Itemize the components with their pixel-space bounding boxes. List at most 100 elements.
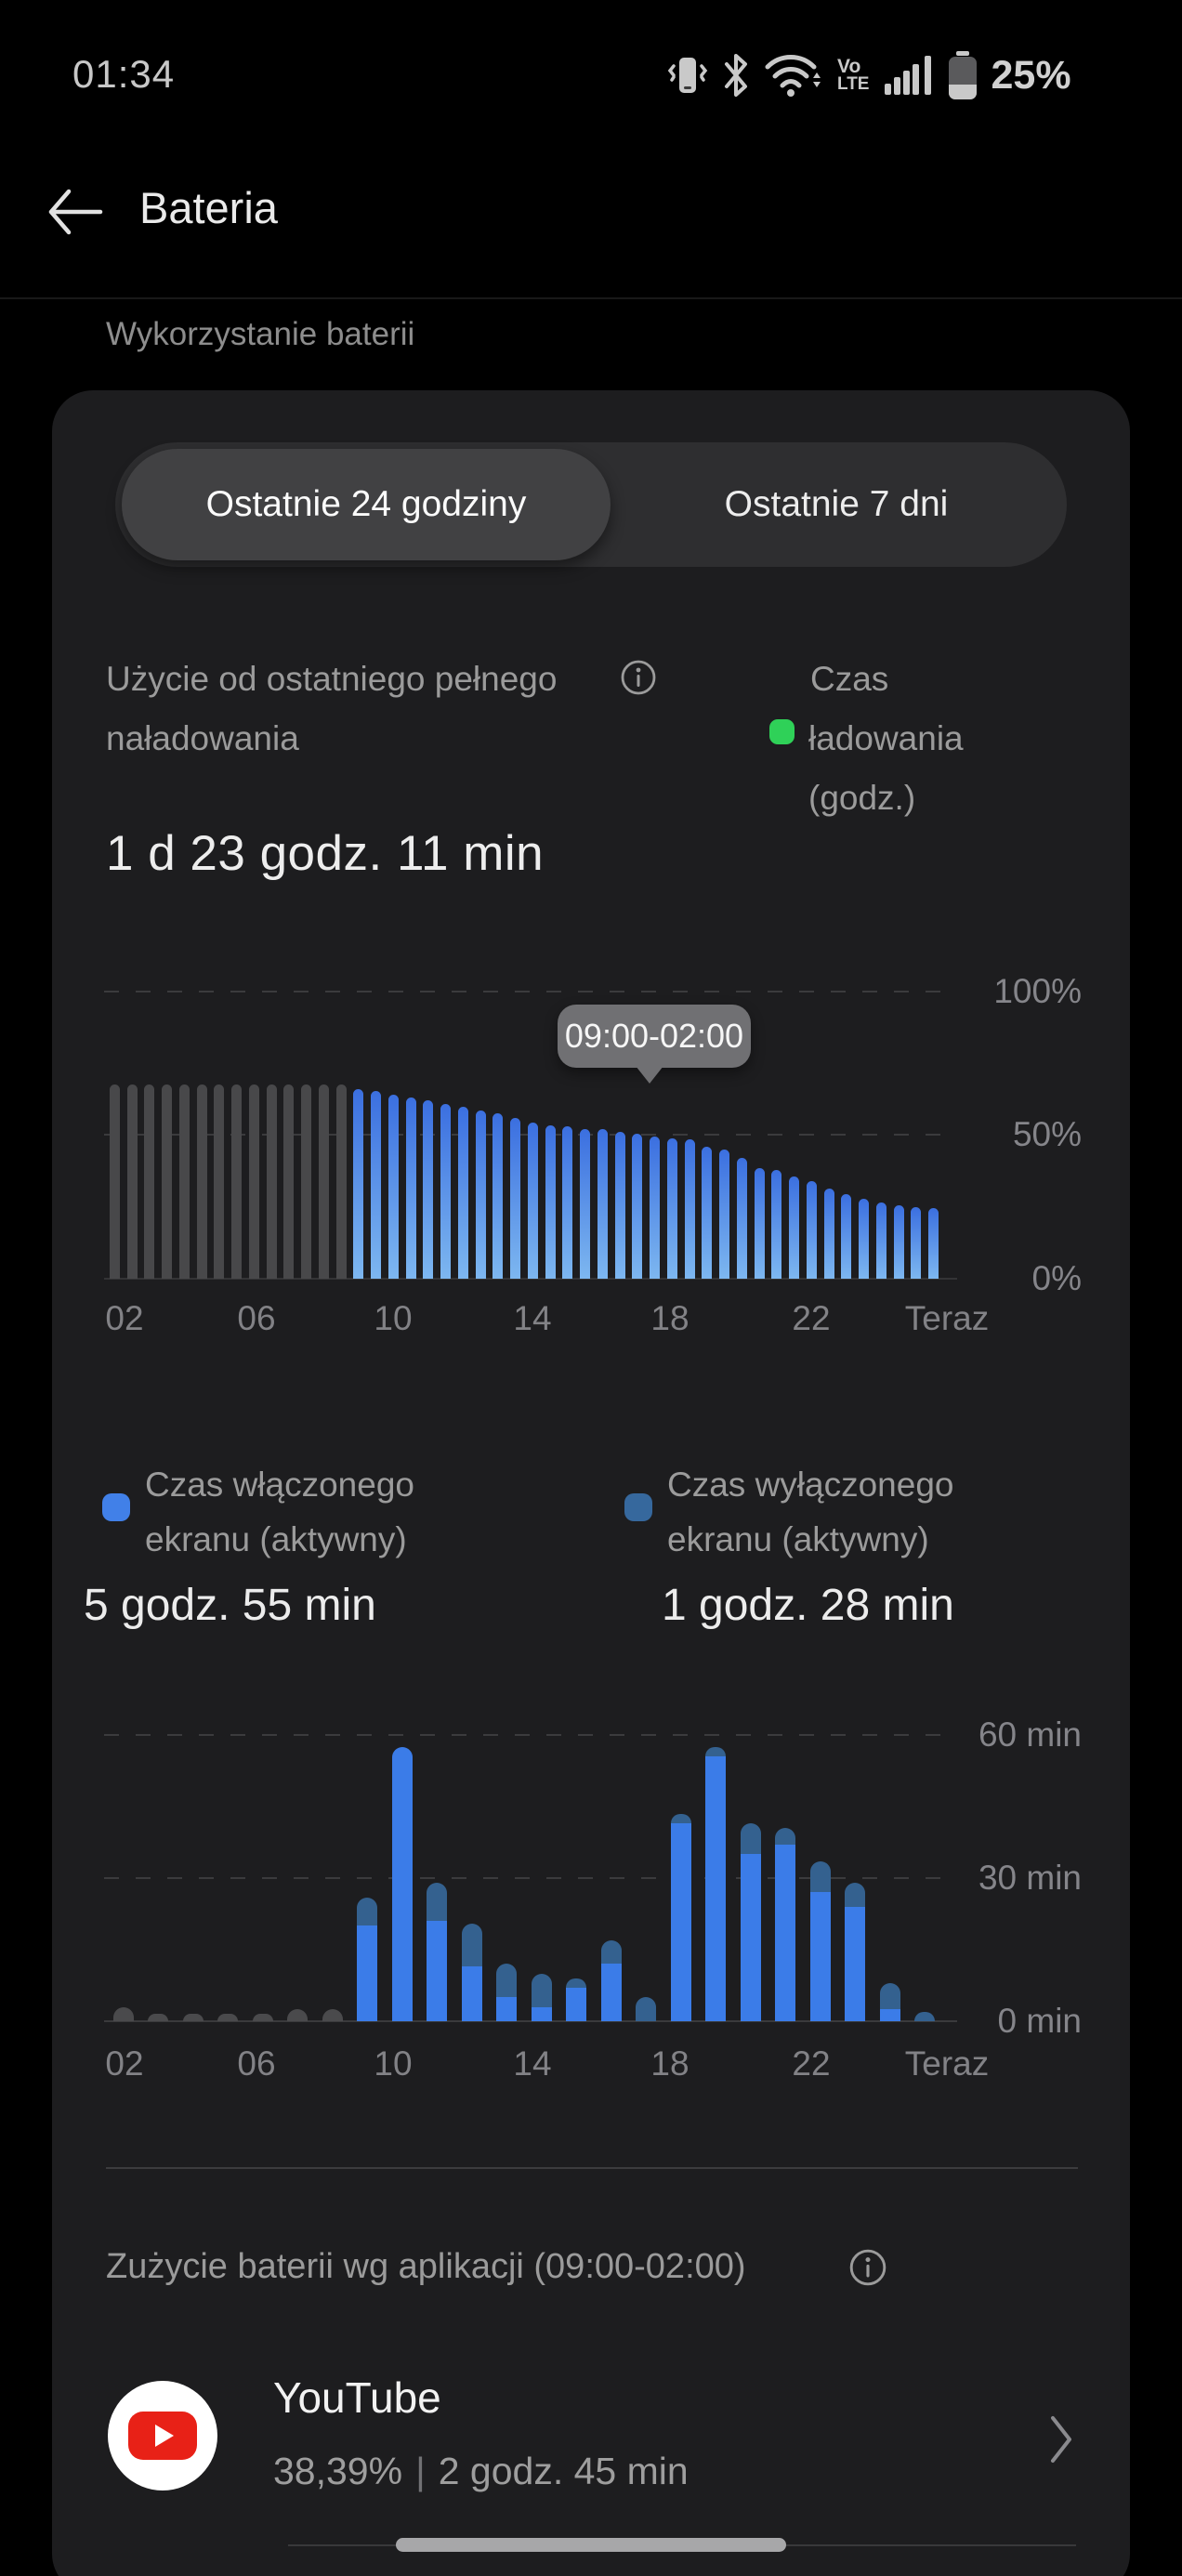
app-name: YouTube	[273, 2373, 441, 2422]
screen-bar	[217, 2014, 239, 2021]
app-time: 2 godz. 45 min	[438, 2450, 689, 2492]
screen-y-tick: 30 min	[978, 1859, 1082, 1897]
screen-off-segment	[705, 1746, 727, 1757]
screen-bar	[740, 1822, 761, 2021]
screen-on-dot	[102, 1493, 130, 1521]
screen-bar	[845, 1883, 866, 2021]
battery-bar-before	[162, 1084, 173, 1279]
battery-bar-before	[318, 1084, 329, 1279]
battery-bar	[666, 1137, 677, 1279]
screen-on-segment	[879, 2009, 900, 2021]
battery-x-tick: 06	[237, 1299, 276, 1337]
battery-x-tick: Teraz	[904, 1299, 990, 1337]
battery-bar-before	[266, 1084, 277, 1279]
battery-bar	[440, 1103, 452, 1279]
screen-x-tick: 02	[105, 2044, 144, 2083]
battery-bar-before	[283, 1084, 295, 1279]
back-button[interactable]	[46, 188, 104, 236]
charge-legend-dot	[769, 719, 795, 744]
battery-bar-before	[196, 1084, 207, 1279]
screen-off-segment	[531, 1973, 552, 2007]
screen-x-tick: 14	[513, 2044, 552, 2083]
screen-bar-idle	[217, 2014, 239, 2021]
apps-section-title: Zużycie baterii wg aplikacji (09:00-02:0…	[106, 2247, 746, 2286]
screen-off-value: 1 godz. 28 min	[662, 1581, 954, 1630]
screen-off-label: Czas wyłączonego ekranu (aktywny)	[667, 1457, 953, 1567]
screen-bar	[775, 1828, 796, 2021]
status-time: 01:34	[72, 52, 176, 96]
battery-bar	[510, 1118, 521, 1279]
screen-bar-idle	[252, 2014, 273, 2021]
screen-off-segment	[636, 1997, 657, 2021]
app-percent: 38,39%	[273, 2450, 403, 2492]
screen-off-segment	[496, 1964, 518, 1998]
screen-bar-idle	[182, 2014, 204, 2021]
battery-bar-before	[335, 1084, 347, 1279]
screen-off-segment	[357, 1897, 378, 1926]
battery-bar-before	[301, 1084, 312, 1279]
volte-badge: Vo LTE	[837, 56, 870, 94]
battery-bar-before	[144, 1084, 155, 1279]
tab-last-24-hours[interactable]: Ostatnie 24 godziny	[122, 449, 611, 560]
screen-on-value: 5 godz. 55 min	[84, 1581, 376, 1630]
signal-icon	[883, 52, 935, 99]
tab-last-7-days[interactable]: Ostatnie 7 dni	[612, 449, 1060, 560]
battery-y-tick: 100%	[993, 972, 1082, 1010]
battery-bar	[475, 1111, 486, 1279]
usage-duration: 1 d 23 godz. 11 min	[106, 826, 545, 881]
screen-gridline-60	[104, 1734, 957, 1736]
screen-y-tick: 0 min	[997, 2002, 1082, 2040]
screen-bar	[600, 1939, 622, 2021]
battery-bar	[719, 1150, 730, 1279]
battery-bar	[371, 1090, 382, 1279]
screen-on-segment	[809, 1892, 831, 2021]
screen-gridline-30	[104, 1877, 957, 1879]
screen-bar	[566, 1978, 587, 2021]
screen-on-segment	[391, 1746, 413, 2021]
screen-bar	[182, 2014, 204, 2021]
apps-info-icon[interactable]	[847, 2247, 888, 2288]
screen-bar	[809, 1861, 831, 2021]
battery-bar	[353, 1089, 364, 1279]
battery-bar	[457, 1106, 468, 1279]
screen-off-segment	[600, 1939, 622, 1965]
battery-icon	[949, 51, 978, 99]
screen-on-segment	[461, 1966, 482, 2021]
usage-info-icon[interactable]	[619, 658, 658, 697]
youtube-icon	[108, 2381, 217, 2491]
battery-chart[interactable]	[106, 992, 942, 1279]
battery-bar	[893, 1205, 904, 1279]
battery-y-tick: 50%	[1012, 1115, 1082, 1153]
screen-on-segment	[357, 1925, 378, 2021]
battery-x-tick: 02	[105, 1299, 144, 1337]
screen-off-segment	[461, 1923, 482, 1966]
screen-y-tick: 60 min	[978, 1715, 1082, 1754]
battery-bar	[789, 1176, 800, 1279]
battery-bar	[545, 1124, 556, 1279]
battery-bar	[859, 1198, 870, 1279]
battery-bar-before	[178, 1084, 190, 1279]
screen-chart[interactable]	[106, 1735, 942, 2021]
battery-gridline-100	[104, 991, 957, 992]
screen-off-segment	[809, 1861, 831, 1893]
screen-bar	[391, 1746, 413, 2021]
charge-legend-line3: (godz.)	[808, 779, 916, 817]
battery-bar	[405, 1097, 416, 1279]
screen-bar	[670, 1813, 691, 2021]
screen-on-label: Czas włączonego ekranu (aktywny)	[145, 1457, 414, 1567]
screen-off-segment	[566, 1978, 587, 1989]
battery-bar	[928, 1208, 939, 1279]
screen-off-segment	[914, 2011, 936, 2021]
screen-off-segment	[740, 1822, 761, 1855]
screen-bar	[252, 2014, 273, 2021]
status-battery-percent: 25%	[991, 52, 1071, 98]
screen-axis-baseline	[104, 2020, 957, 2022]
battery-y-tick: 0%	[1031, 1259, 1082, 1297]
screen-off-segment	[845, 1883, 866, 1907]
app-row-youtube[interactable]: YouTube 38,39% | 2 godz. 45 min	[52, 2340, 1130, 2518]
home-indicator[interactable]	[396, 2538, 786, 2552]
usage-title-line1: Użycie od ostatniego pełnego	[106, 660, 558, 698]
apps-divider	[106, 2167, 1078, 2169]
battery-bar	[562, 1126, 573, 1279]
